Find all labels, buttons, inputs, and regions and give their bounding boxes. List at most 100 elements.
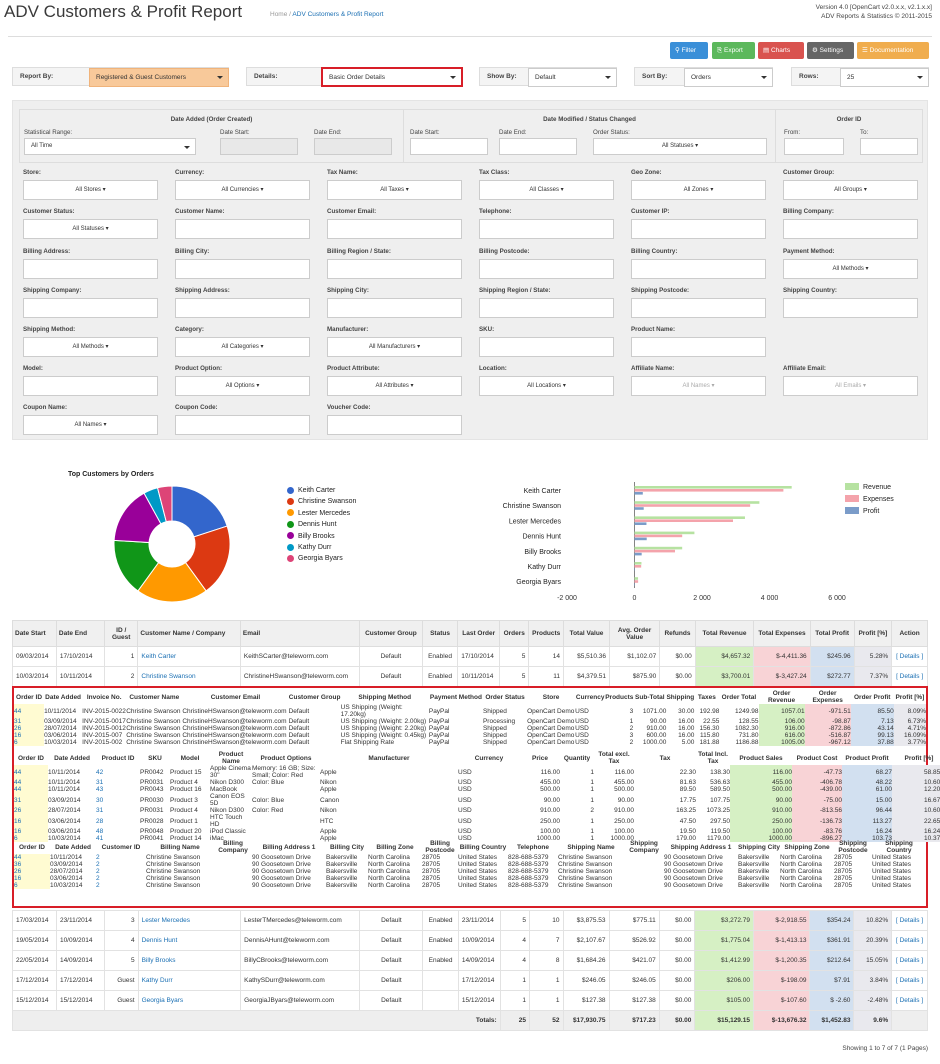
documentation-button[interactable]: ☰ Documentation (857, 42, 929, 59)
filter-select[interactable]: All Manufacturers ▾ (327, 337, 462, 357)
filter-select[interactable]: All Stores ▾ (23, 180, 158, 200)
order-id-link[interactable]: 44 (14, 765, 48, 779)
order-id-link[interactable]: 6 (14, 835, 48, 842)
customer-name-link[interactable]: Dennis Hunt (137, 930, 242, 951)
details-link[interactable]: [ Details ] (891, 910, 928, 931)
order-id-link[interactable]: 44 (14, 854, 50, 861)
order-id-from-input[interactable] (784, 138, 844, 155)
filter-select[interactable]: All Zones ▾ (631, 180, 766, 200)
filter-input[interactable] (327, 298, 462, 318)
export-button[interactable]: ⎘ Export (712, 42, 755, 59)
charts-button[interactable]: ▤ Charts (758, 42, 804, 59)
customer-name-link[interactable]: Kathy Durr (137, 970, 242, 991)
column-header[interactable]: Customer Name / Company (137, 620, 241, 647)
filter-select[interactable]: All Classes ▾ (479, 180, 614, 200)
rows-select[interactable]: 25 (840, 68, 929, 87)
filter-input[interactable] (479, 219, 614, 239)
sort-by-select[interactable]: Orders (684, 68, 773, 87)
filter-input[interactable] (175, 259, 310, 279)
stat-range-select[interactable]: All Time (24, 138, 196, 155)
order-id-link[interactable]: 26 (14, 807, 48, 814)
filter-input[interactable] (175, 415, 310, 435)
filter-select[interactable]: All Currencies ▾ (175, 180, 310, 200)
column-header[interactable]: Avg. Order Value (609, 620, 661, 647)
order-id-link[interactable]: 44 (14, 786, 48, 793)
filter-input[interactable] (23, 376, 158, 396)
filter-select[interactable]: All Emails ▾ (783, 376, 918, 396)
order-id-link[interactable]: 31 (14, 718, 45, 725)
filter-input[interactable] (783, 219, 918, 239)
filter-input[interactable] (631, 259, 766, 279)
column-header[interactable]: Total Expenses (753, 620, 811, 647)
details-select[interactable]: Basic Order Details (321, 67, 463, 87)
show-by-select[interactable]: Default (528, 68, 617, 87)
details-link[interactable]: [ Details ] (891, 950, 928, 971)
order-id-link[interactable]: 44 (14, 779, 48, 786)
filter-input[interactable] (631, 298, 766, 318)
filter-select[interactable]: All Options ▾ (175, 376, 310, 396)
details-link[interactable]: [ Details ] (891, 970, 928, 991)
order-id-link[interactable]: 26 (14, 725, 45, 732)
customer-name-link[interactable]: Billy Brooks (137, 950, 242, 971)
filter-select[interactable]: All Attributes ▾ (327, 376, 462, 396)
filter-select[interactable]: All Locations ▾ (479, 376, 614, 396)
mod-date-start-input[interactable] (410, 138, 488, 155)
order-id-link[interactable]: 44 (14, 704, 45, 718)
column-header[interactable]: Profit [%] (853, 620, 893, 647)
column-header[interactable]: Total Value (563, 620, 611, 647)
settings-button[interactable]: ⚙ Settings (807, 42, 854, 59)
order-id-link[interactable]: 16 (14, 875, 50, 882)
column-header[interactable]: Last Order (457, 620, 501, 647)
filter-input[interactable] (631, 337, 766, 357)
breadcrumb-current[interactable]: ADV Customers & Profit Report (292, 11, 384, 18)
order-id-link[interactable]: 36 (14, 861, 50, 868)
filter-select[interactable]: All Statuses ▾ (23, 219, 158, 239)
mod-date-end-input[interactable] (499, 138, 577, 155)
filter-input[interactable] (175, 219, 310, 239)
filter-select[interactable]: All Groups ▾ (783, 180, 918, 200)
filter-select[interactable]: All Methods ▾ (783, 259, 918, 279)
order-id-link[interactable]: 6 (14, 739, 45, 746)
column-header[interactable]: Products (528, 620, 565, 647)
filter-input[interactable] (479, 337, 614, 357)
filter-select[interactable]: All Names ▾ (631, 376, 766, 396)
report-by-select[interactable]: Registered & Guest Customers (89, 68, 229, 87)
order-id-link[interactable]: 16 (14, 732, 45, 739)
order-id-link[interactable]: 16 (14, 828, 48, 835)
filter-select[interactable]: All Names ▾ (23, 415, 158, 435)
order-id-link[interactable]: 26 (14, 868, 50, 875)
column-header[interactable]: Total Profit (809, 620, 855, 647)
filter-input[interactable] (783, 298, 918, 318)
filter-select[interactable]: All Methods ▾ (23, 337, 158, 357)
order-status-select[interactable]: All Statuses ▾ (593, 138, 767, 155)
order-id-to-input[interactable] (860, 138, 918, 155)
filter-input[interactable] (327, 259, 462, 279)
column-header[interactable]: Status (421, 620, 459, 647)
filter-input[interactable] (479, 259, 614, 279)
filter-select[interactable]: All Taxes ▾ (327, 180, 462, 200)
order-id-link[interactable]: 31 (14, 793, 48, 807)
filter-input[interactable] (327, 219, 462, 239)
column-header[interactable]: ID / Guest (103, 620, 139, 647)
column-header[interactable]: Customer Group (359, 620, 423, 647)
customer-name-link[interactable]: Keith Carter (137, 646, 241, 667)
details-link[interactable]: [ Details ] (891, 990, 928, 1011)
column-header[interactable]: Total Revenue (694, 620, 755, 647)
filter-input[interactable] (23, 298, 158, 318)
column-header[interactable]: Date End (55, 620, 105, 647)
breadcrumb-home[interactable]: Home (270, 11, 288, 18)
filter-input[interactable] (327, 415, 462, 435)
date-start-input[interactable] (220, 138, 298, 155)
order-id-link[interactable]: 6 (14, 882, 50, 889)
column-header[interactable]: Orders (499, 620, 530, 647)
column-header[interactable]: Refunds (659, 620, 696, 647)
filter-input[interactable] (175, 298, 310, 318)
column-header[interactable]: Date Start (12, 620, 57, 647)
filter-input[interactable] (23, 259, 158, 279)
customer-name-link[interactable]: Lester Mercedes (137, 910, 242, 931)
column-header[interactable]: Email (239, 620, 361, 647)
filter-input[interactable] (479, 298, 614, 318)
date-end-input[interactable] (314, 138, 392, 155)
customer-name-link[interactable]: Georgia Byars (137, 990, 242, 1011)
filter-input[interactable] (631, 219, 766, 239)
